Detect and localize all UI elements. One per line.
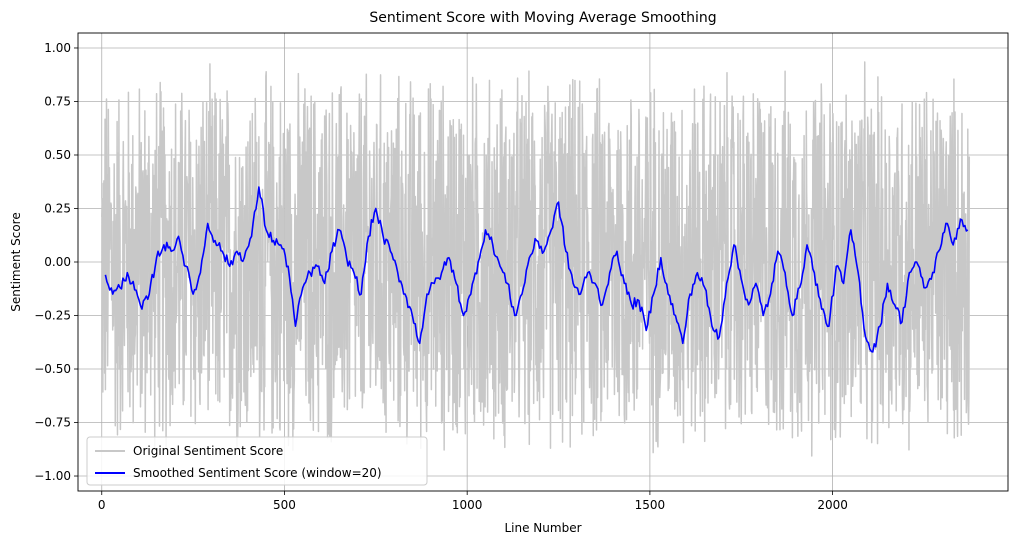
legend-label-original: Original Sentiment Score [133, 444, 283, 458]
chart-title: Sentiment Score with Moving Average Smoo… [369, 10, 716, 26]
x-tick-label: 500 [273, 498, 296, 512]
x-tick-label: 1000 [452, 498, 483, 512]
x-tick-label: 0 [98, 498, 106, 512]
y-axis-ticks: −1.00 −0.75 −0.50 −0.25 0.00 0.25 0.50 0.75 1.00 [34, 41, 78, 483]
legend-label-smoothed: Smoothed Sentiment Score (window=20) [133, 466, 382, 480]
x-axis-title: Line Number [504, 521, 581, 535]
y-tick-label: 0.00 [44, 255, 71, 269]
y-tick-label: −1.00 [34, 469, 71, 483]
legend-box [86, 436, 428, 486]
y-axis-title: Sentiment Score [9, 212, 23, 311]
y-tick-label: 0.75 [44, 94, 71, 108]
y-tick-label: −0.50 [34, 362, 71, 376]
y-tick-label: −0.25 [34, 309, 71, 323]
y-tick-label: 1.00 [44, 41, 71, 55]
y-tick-label: 0.25 [44, 201, 71, 215]
legend: Original Sentiment Score Smoothed Sentim… [86, 436, 428, 486]
x-axis-ticks: 0 500 1000 1500 2000 [98, 491, 848, 512]
x-tick-label: 1500 [635, 498, 666, 512]
x-tick-label: 2000 [817, 498, 848, 512]
series-original-sentiment-line [101, 61, 971, 457]
y-tick-label: 0.50 [44, 148, 71, 162]
y-tick-label: −0.75 [34, 416, 71, 430]
series-smoothed-sentiment-line [104, 186, 969, 353]
